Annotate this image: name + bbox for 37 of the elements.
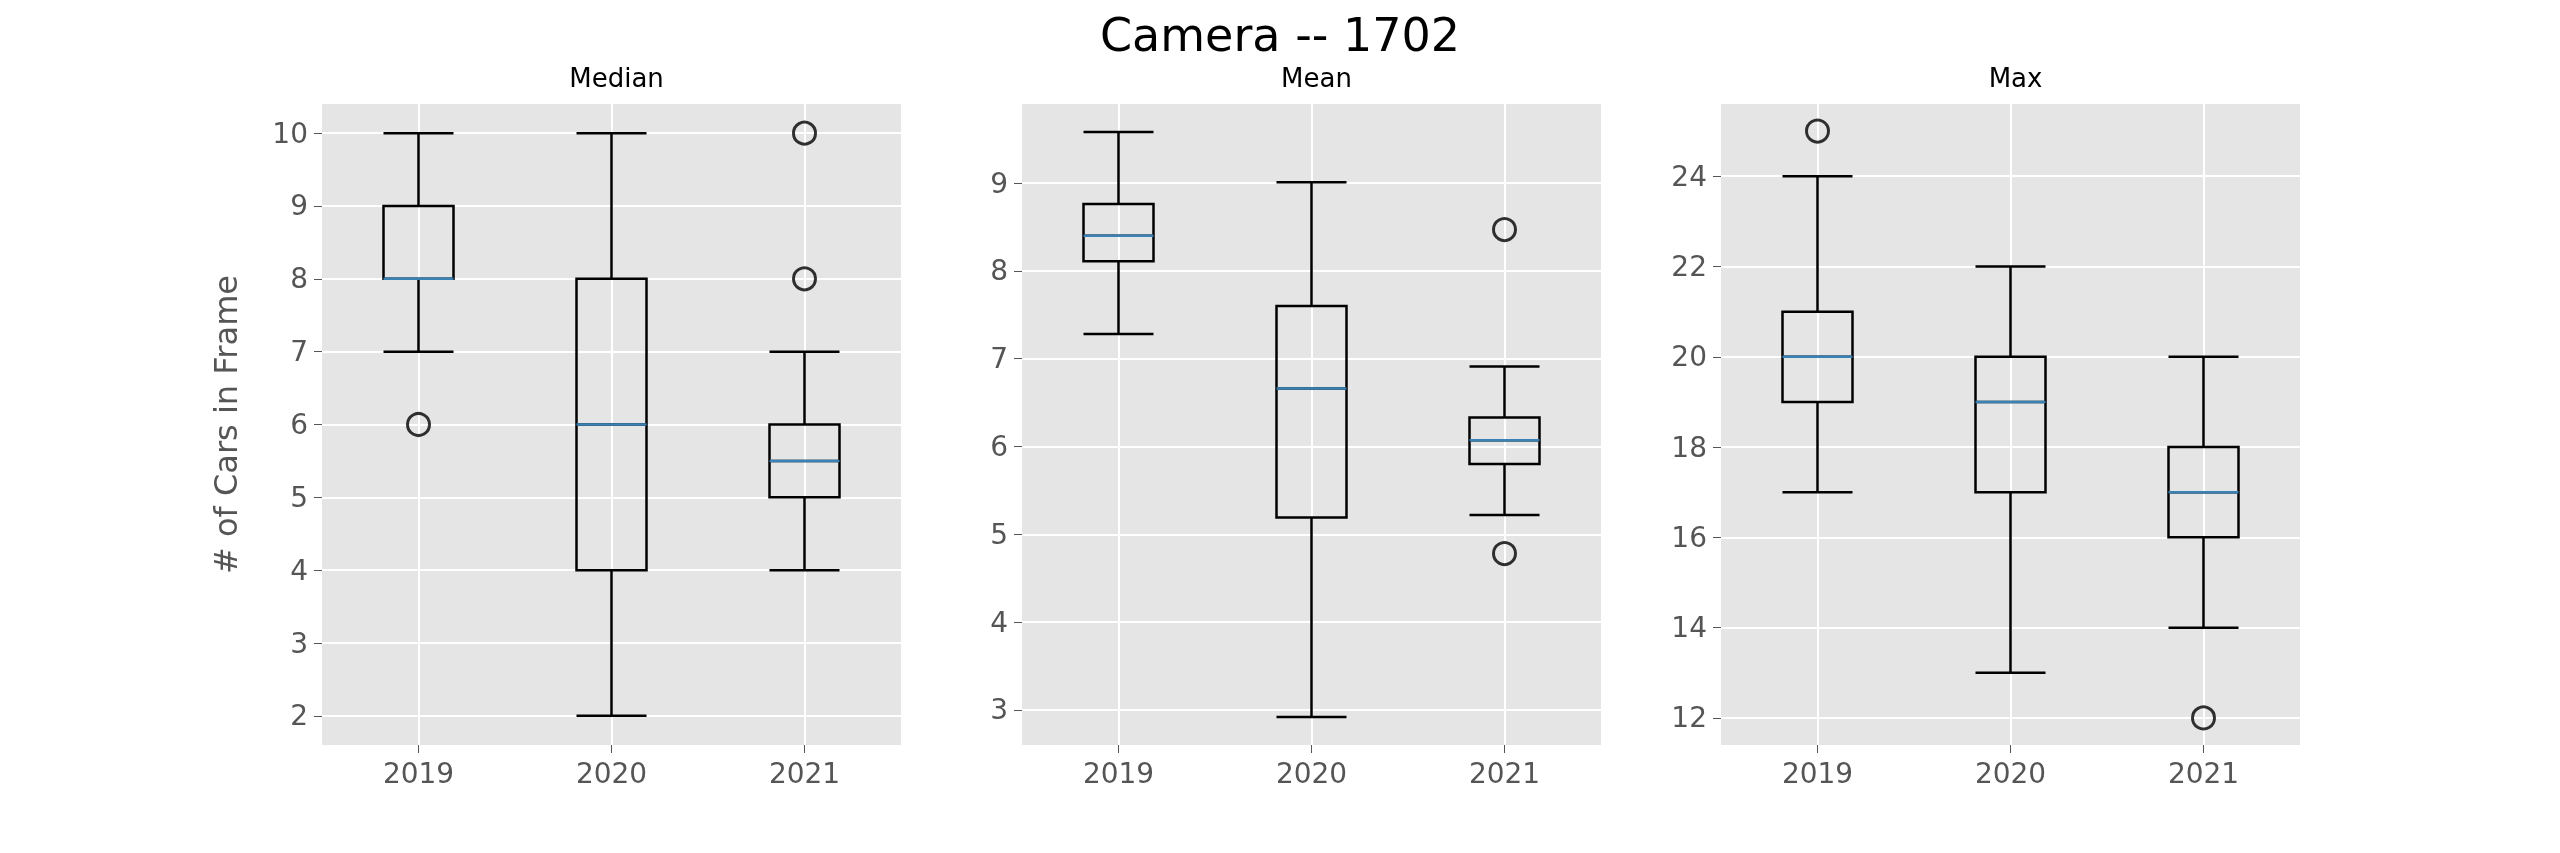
chart-title: Median [569,63,664,93]
y-tick-label: 4 [290,553,308,587]
chart-title: Max [1988,63,2043,93]
y-tick-label: 7 [290,335,308,369]
y-tick-label: 3 [990,693,1008,727]
y-tick-label: 5 [990,517,1008,551]
y-tick-label: 7 [990,342,1008,376]
x-tick-label: 2019 [1082,756,1155,790]
x-tick-label: 2020 [575,756,648,790]
y-tick-label: 8 [990,254,1008,288]
y-tick-label: 9 [290,189,308,223]
y-tick-label: 9 [990,166,1008,200]
y-tick-label: 10 [272,116,308,150]
x-tick-label: 2020 [1275,756,1348,790]
y-tick-label: 18 [1671,430,1707,464]
x-tick-label: 2019 [1781,756,1854,790]
x-tick-label: 2021 [2167,756,2240,790]
x-tick-label: 2021 [768,756,841,790]
y-tick-label: 12 [1671,701,1707,735]
y-tick-label: 6 [990,429,1008,463]
x-tick-label: 2021 [1468,756,1541,790]
y-tick-label: 2 [290,699,308,733]
chart-title: Mean [1281,63,1352,93]
y-tick-label: 20 [1671,340,1707,374]
y-tick-label: 16 [1671,520,1707,554]
y-tick-label: 3 [290,626,308,660]
y-axis-title: # of Cars in Frame [207,275,245,574]
y-tick-label: 14 [1671,611,1707,645]
y-tick-label: 5 [290,480,308,514]
x-tick-label: 2019 [382,756,455,790]
y-tick-label: 4 [990,605,1008,639]
y-tick-label: 24 [1671,159,1707,193]
y-tick-label: 6 [290,408,308,441]
text: Camera -- 1702 [1099,8,1461,62]
x-tick-label: 2020 [1974,756,2047,790]
y-tick-label: 8 [290,262,308,296]
y-tick-label: 22 [1671,250,1707,284]
